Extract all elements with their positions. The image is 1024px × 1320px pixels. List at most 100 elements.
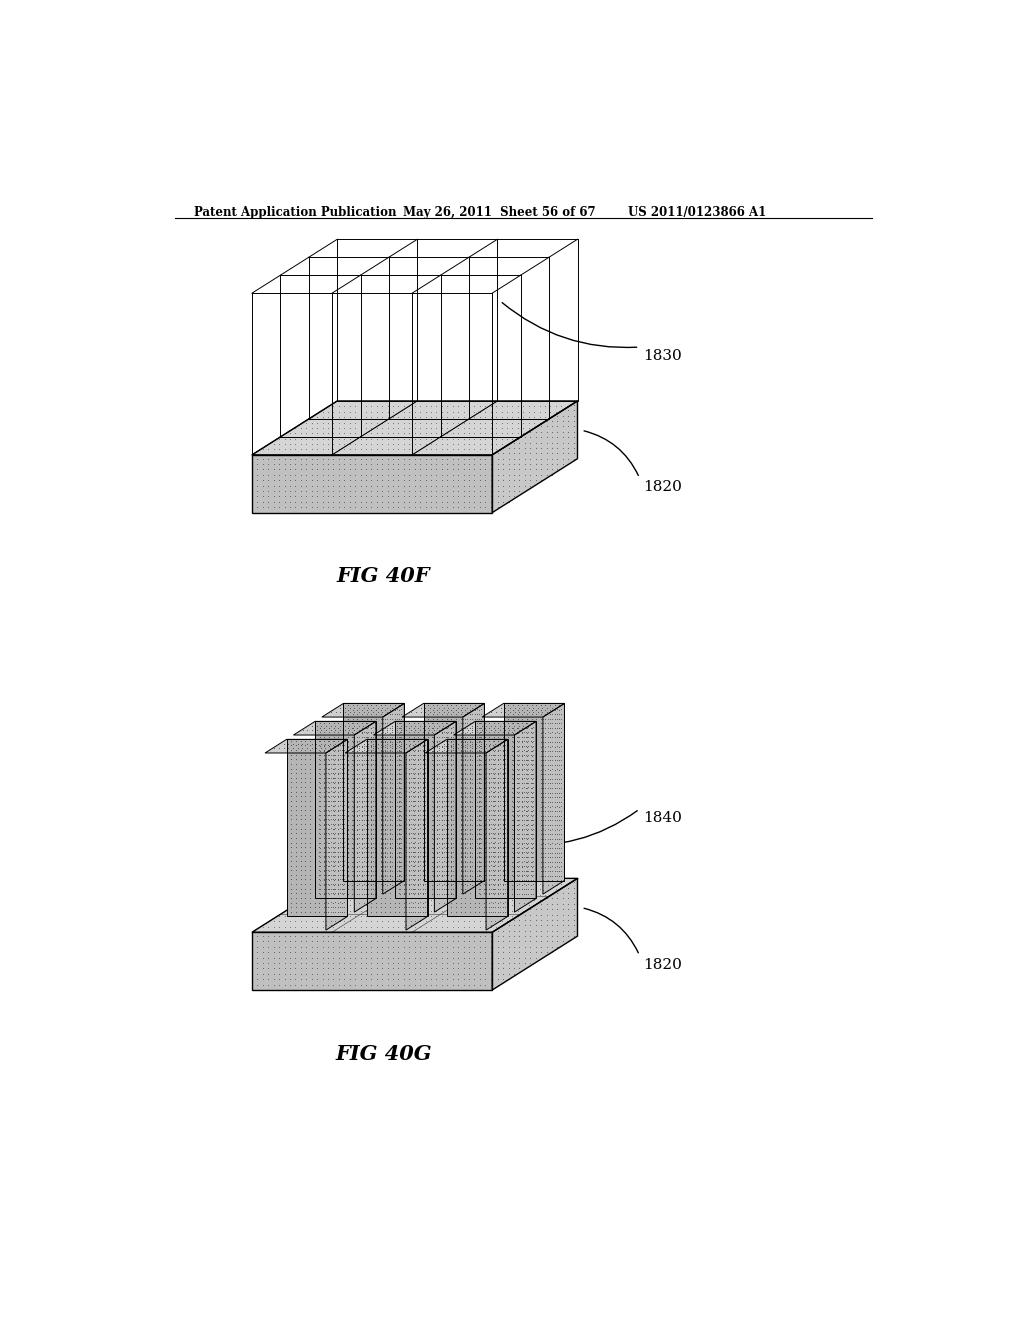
Point [326, 759, 342, 780]
Point [406, 781, 422, 803]
Point [395, 822, 412, 843]
Point [434, 964, 451, 985]
Point [412, 841, 428, 862]
Point [433, 731, 450, 752]
Point [395, 718, 412, 739]
Point [418, 906, 434, 927]
Point [386, 795, 402, 816]
Point [386, 837, 402, 858]
Point [453, 754, 469, 775]
Point [476, 713, 493, 734]
Point [298, 895, 314, 916]
Point [341, 890, 357, 911]
Point [415, 846, 431, 867]
Point [478, 865, 495, 886]
Point [476, 814, 493, 836]
Point [528, 810, 545, 832]
Point [321, 809, 337, 830]
Point [407, 396, 423, 417]
Point [416, 796, 432, 817]
Point [364, 892, 380, 913]
Point [349, 805, 366, 826]
Point [358, 772, 375, 793]
Point [532, 829, 549, 850]
Point [358, 731, 375, 752]
Point [340, 700, 356, 721]
Point [321, 837, 337, 858]
Point [489, 459, 506, 480]
Point [434, 829, 451, 850]
Point [551, 847, 567, 869]
Point [339, 883, 355, 904]
Point [334, 874, 350, 895]
Point [527, 855, 544, 876]
Point [400, 722, 417, 743]
Point [368, 833, 384, 854]
Point [391, 718, 408, 739]
Point [495, 846, 511, 867]
Point [426, 851, 442, 873]
Point [455, 763, 471, 784]
Point [375, 842, 391, 863]
Point [364, 758, 380, 779]
Point [306, 767, 323, 788]
Point [523, 741, 540, 762]
Point [447, 810, 464, 832]
Point [344, 879, 360, 900]
Point [365, 855, 381, 876]
Point [457, 791, 473, 812]
Point [395, 804, 412, 825]
Point [472, 750, 488, 771]
Point [527, 920, 544, 941]
Point [344, 717, 360, 738]
Point [466, 884, 482, 906]
Point [368, 879, 384, 900]
Point [321, 818, 337, 840]
Point [364, 958, 380, 979]
Point [467, 735, 483, 756]
Point [467, 744, 483, 766]
Point [438, 709, 455, 730]
Point [423, 911, 439, 932]
Point [390, 454, 407, 475]
Point [336, 892, 352, 913]
Point [560, 882, 577, 903]
Point [397, 902, 414, 923]
Point [520, 861, 537, 882]
Point [433, 883, 450, 904]
Point [423, 941, 439, 962]
Point [523, 805, 540, 826]
Point [341, 480, 357, 502]
Point [532, 774, 549, 795]
Point [496, 829, 512, 850]
Point [334, 869, 350, 890]
Point [411, 865, 427, 886]
Point [377, 824, 393, 845]
Point [506, 892, 522, 913]
Point [565, 442, 582, 463]
Point [336, 754, 352, 775]
Point [447, 713, 464, 734]
Point [553, 750, 569, 771]
Point [362, 787, 379, 808]
Point [439, 496, 456, 517]
Point [373, 801, 389, 822]
Point [368, 805, 384, 826]
Point [547, 727, 563, 748]
Point [283, 767, 299, 788]
Point [455, 754, 471, 775]
Point [355, 865, 372, 886]
Point [358, 801, 375, 822]
Point [497, 809, 513, 830]
Point [287, 969, 303, 990]
Point [426, 809, 442, 830]
Point [500, 842, 516, 863]
Point [395, 829, 412, 850]
Point [495, 781, 511, 803]
Point [528, 768, 545, 789]
Point [311, 730, 328, 751]
Point [528, 731, 545, 752]
Point [476, 741, 493, 762]
Point [382, 824, 398, 845]
Point [368, 804, 384, 825]
